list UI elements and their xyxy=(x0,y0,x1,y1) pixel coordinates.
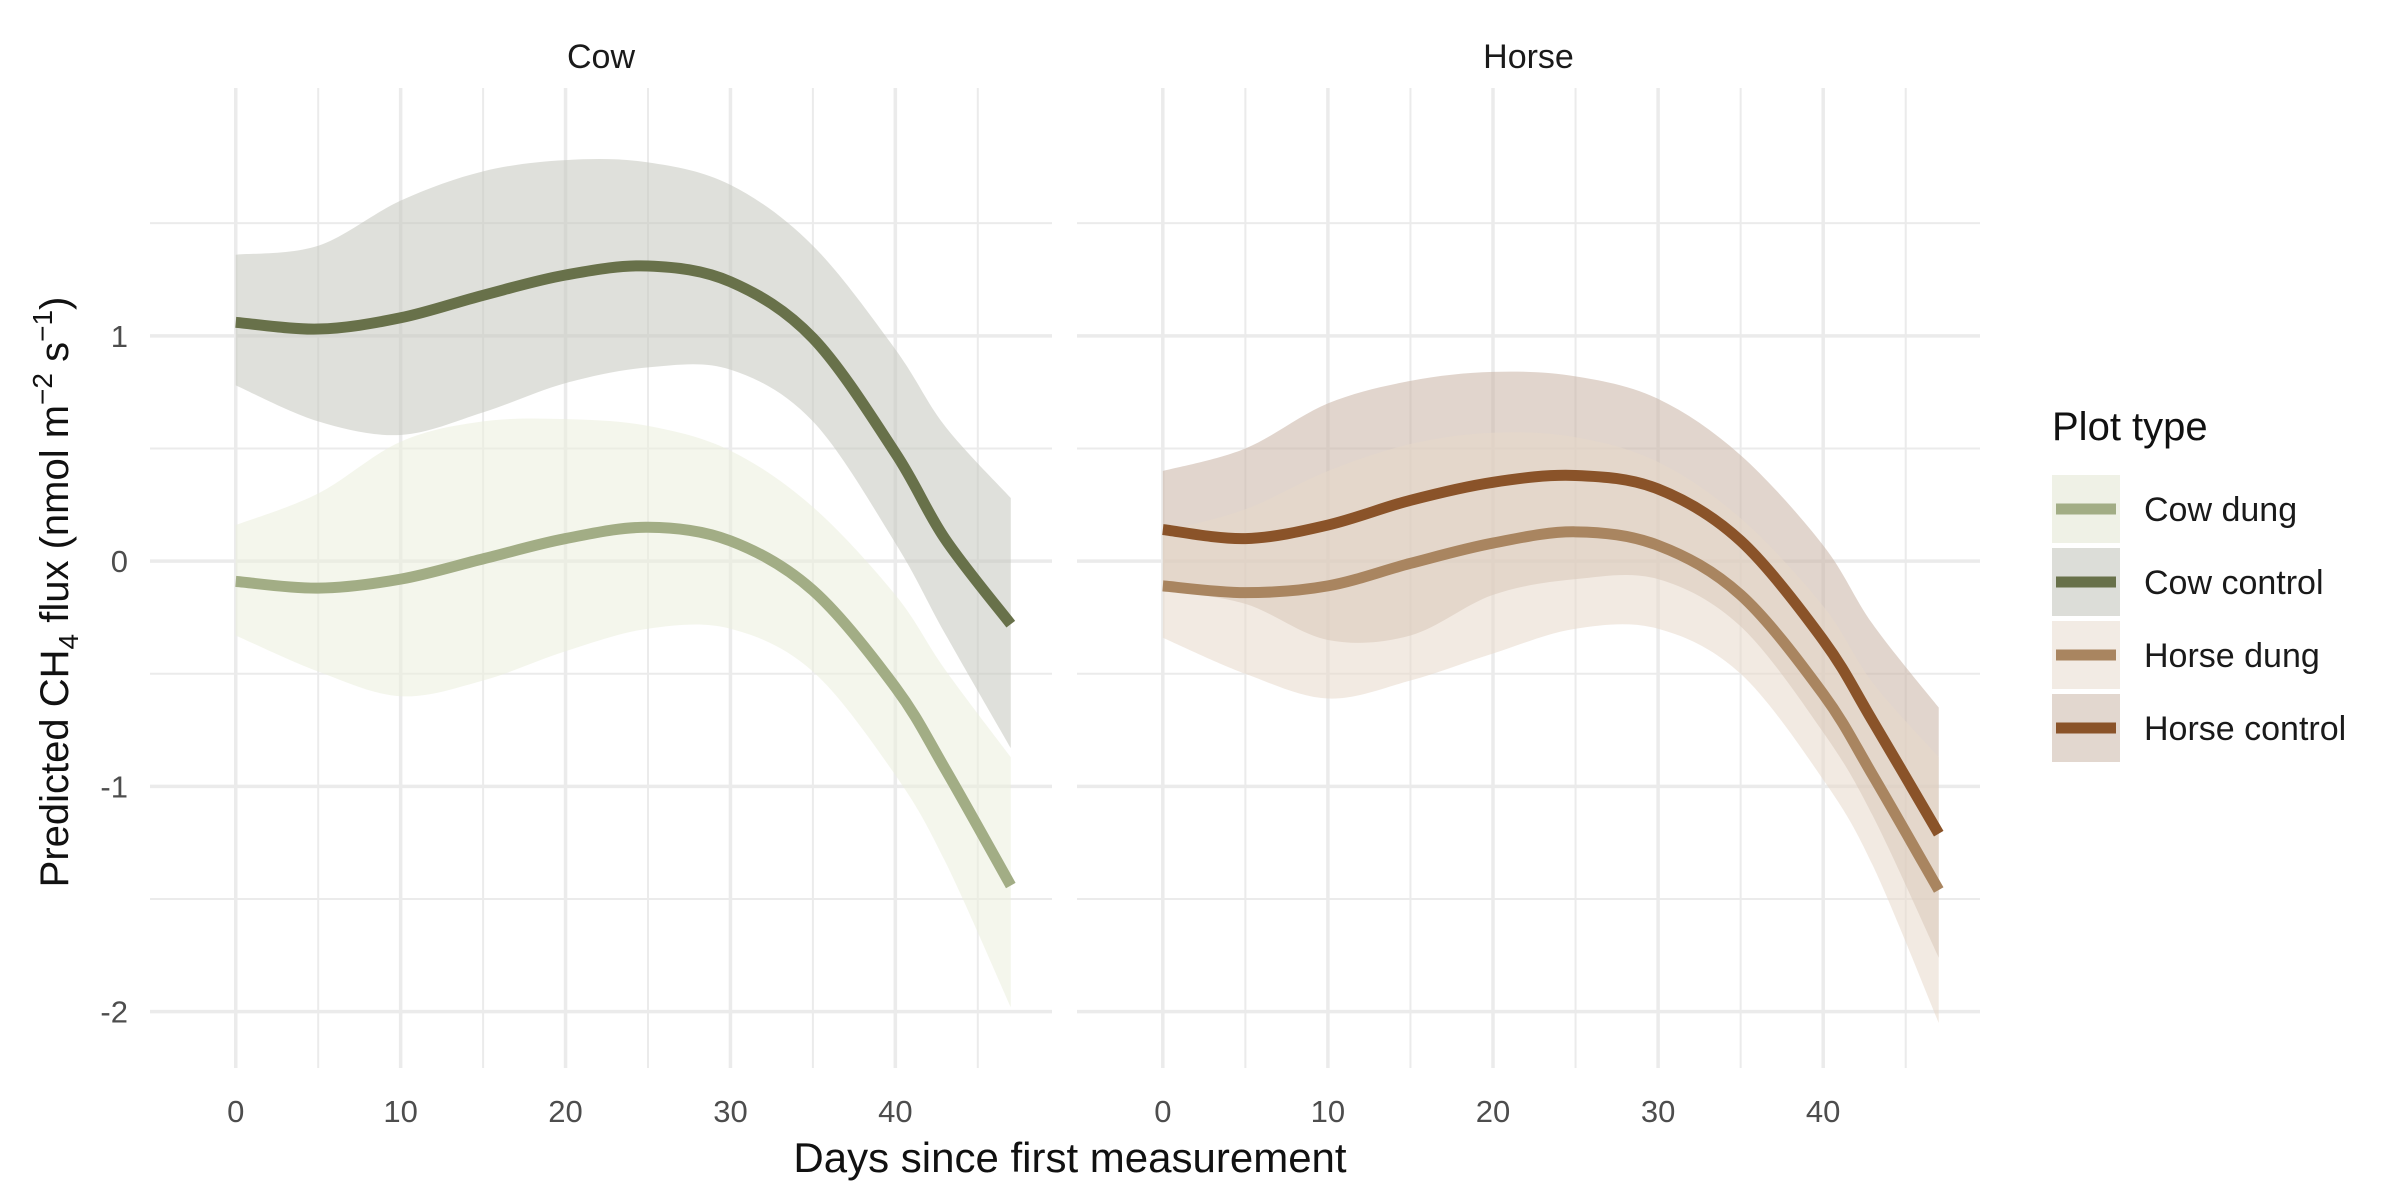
x-tick-label: 30 xyxy=(713,1094,747,1129)
x-tick-label: 40 xyxy=(1806,1094,1840,1129)
panel-cow: Cow 0 10 20 30 40 xyxy=(150,38,1052,1129)
x-tick-label: 0 xyxy=(1154,1094,1171,1129)
x-tick-label: 0 xyxy=(227,1094,244,1129)
y-axis-title-gap: s xyxy=(33,342,77,373)
x-tick-label: 40 xyxy=(878,1094,912,1129)
y-tick-label: 1 xyxy=(111,319,128,354)
panel-title-horse: Horse xyxy=(1483,38,1574,76)
y-axis-title-prefix: Predicted CH xyxy=(33,649,77,887)
legend-label: Cow control xyxy=(2144,564,2324,602)
x-tick-label: 10 xyxy=(383,1094,417,1129)
y-tick-label: -2 xyxy=(100,995,128,1030)
y-axis-title-superscript-2: −1 xyxy=(27,310,58,342)
y-axis-title-mid: flux (nmol m xyxy=(33,405,77,634)
x-tick-label: 20 xyxy=(548,1094,582,1129)
cow-dung-line xyxy=(235,521,1016,889)
panel-title-cow: Cow xyxy=(567,38,635,76)
x-tick-label: 10 xyxy=(1311,1094,1345,1129)
y-axis-title-superscript-1: −2 xyxy=(27,373,58,405)
legend-label: Horse dung xyxy=(2144,637,2320,675)
y-axis-title-subscript: 4 xyxy=(53,634,84,650)
panels: Cow 0 10 20 30 40 Horse 0 10 20 30 40 xyxy=(150,38,1980,1129)
legend-item-cow-dung: Cow dung xyxy=(2052,475,2297,543)
legend-label: Cow dung xyxy=(2144,491,2297,529)
horse-control-line xyxy=(1162,469,1944,837)
cow-control-line xyxy=(235,260,1016,628)
x-tick-label: 20 xyxy=(1476,1094,1510,1129)
panel-horse: Horse 0 10 20 30 40 xyxy=(1077,38,1980,1129)
y-tick-label: -1 xyxy=(100,769,128,804)
legend-item-cow-control: Cow control xyxy=(2052,548,2324,616)
legend: Plot type Cow dung Cow control Horse dung H… xyxy=(2052,405,2346,762)
x-tick-label: 30 xyxy=(1641,1094,1675,1129)
horse-dung-line xyxy=(1162,526,1944,893)
x-axis-title: Days since first measurement xyxy=(793,1134,1347,1181)
legend-title: Plot type xyxy=(2052,405,2208,449)
y-axis-title: Predicted CH4 flux (nmol m−2 s−1) xyxy=(27,297,84,888)
legend-label: Horse control xyxy=(2144,710,2346,748)
cow-dung-ci-ribbon xyxy=(235,418,1011,1008)
y-axis-title-suffix: ) xyxy=(33,297,77,310)
legend-item-horse-dung: Horse dung xyxy=(2052,621,2320,689)
legend-item-horse-control: Horse control xyxy=(2052,694,2346,762)
y-tick-label: 0 xyxy=(111,544,128,579)
y-tick-labels: -2 -1 0 1 xyxy=(100,319,128,1030)
legend-entries: Cow dung Cow control Horse dung Horse contr… xyxy=(2052,475,2346,762)
